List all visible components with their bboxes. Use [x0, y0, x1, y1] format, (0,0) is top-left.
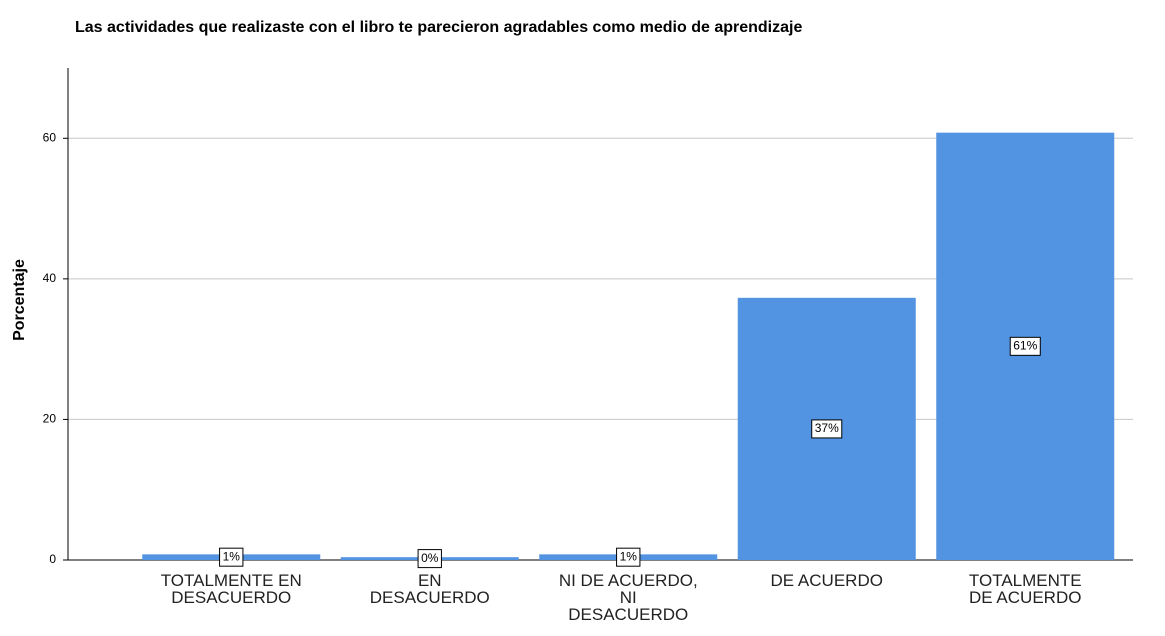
y-tick-label: 60 — [43, 130, 57, 144]
value-label-box — [417, 549, 442, 569]
value-label: 1% — [620, 549, 638, 563]
chart-title: Las actividades que realizaste con el li… — [75, 19, 802, 36]
value-label: 61% — [1013, 339, 1037, 353]
y-axis-label: Porcentaje — [11, 259, 28, 341]
x-tick-label: EN DESACUERDO — [369, 571, 490, 607]
value-label: 0% — [421, 551, 439, 565]
y-tick-label: 20 — [43, 412, 57, 426]
x-tick-label: DE ACUERDO — [770, 571, 883, 590]
value-label: 37% — [815, 421, 839, 435]
x-tick-label: TOTALMENTE DE ACUERDO — [968, 571, 1082, 607]
y-tick-label: 0 — [49, 552, 56, 566]
y-tick-label: 40 — [43, 271, 57, 285]
value-label-box — [616, 547, 641, 567]
value-label-box — [219, 547, 244, 567]
value-label: 1% — [223, 549, 241, 563]
x-tick-label: NI DE ACUERDO, NI DESACUERDO — [558, 571, 698, 624]
value-label-box — [1009, 336, 1041, 356]
value-label-box — [811, 419, 843, 439]
x-tick-label: TOTALMENTE EN DESACUERDO — [160, 571, 302, 607]
